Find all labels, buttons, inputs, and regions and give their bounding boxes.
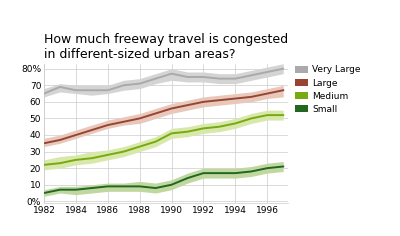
Text: How much freeway travel is congested
in different-sized urban areas?: How much freeway travel is congested in … [44,33,288,61]
Legend: Very Large, Large, Medium, Small: Very Large, Large, Medium, Small [295,65,361,114]
